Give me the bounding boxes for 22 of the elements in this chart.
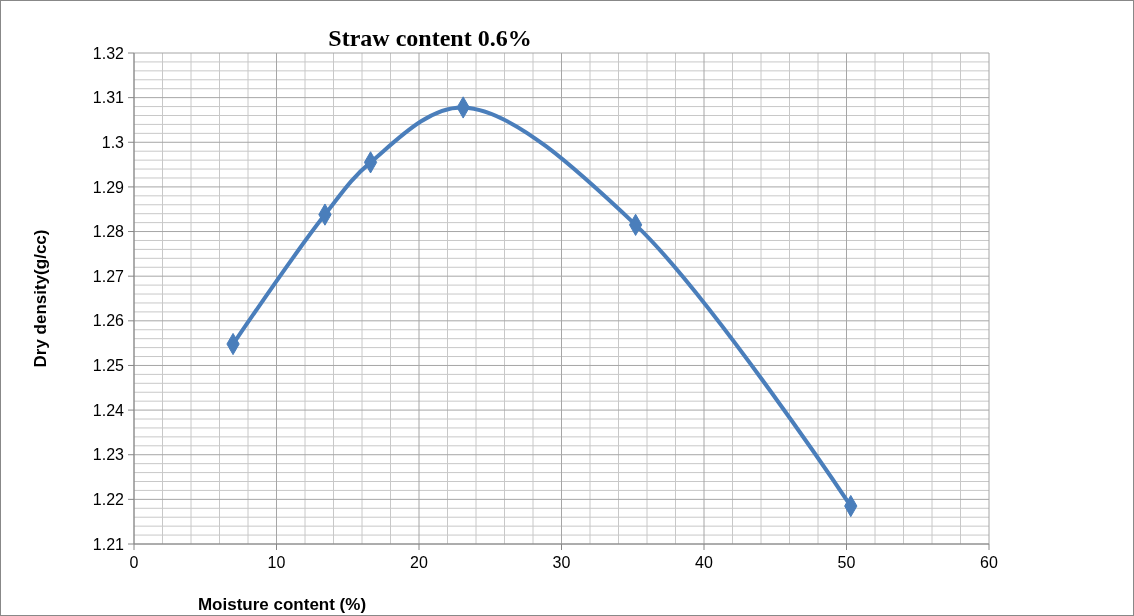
y-tick-label: 1.21 bbox=[92, 535, 125, 553]
x-tick-label: 30 bbox=[552, 554, 571, 571]
x-axis-title: Moisture content (%) bbox=[197, 595, 367, 614]
y-tick-label: 1.24 bbox=[92, 401, 125, 419]
x-tick-label: 50 bbox=[837, 554, 856, 571]
y-tick-label: 1.25 bbox=[92, 357, 125, 375]
y-axis-title: Dry density(g/cc) bbox=[31, 229, 50, 368]
y-tick-label: 1.27 bbox=[92, 267, 125, 285]
chart-title: Straw content 0.6% bbox=[328, 25, 532, 51]
y-tick-label: 1.3 bbox=[101, 133, 125, 151]
x-tick-label: 10 bbox=[267, 554, 286, 571]
y-tick-label: 1.26 bbox=[92, 312, 125, 330]
x-tick-label: 40 bbox=[695, 554, 713, 571]
x-tick-label: 60 bbox=[980, 554, 998, 571]
x-tick-label: 20 bbox=[410, 554, 428, 571]
y-tick-label: 1.23 bbox=[92, 446, 125, 464]
y-tick-label: 1.32 bbox=[92, 44, 125, 62]
y-tick-label: 1.31 bbox=[92, 89, 125, 107]
y-tick-label: 1.22 bbox=[92, 490, 125, 508]
y-tick-label: 1.29 bbox=[92, 178, 125, 196]
x-tick-label: 0 bbox=[129, 554, 139, 571]
y-tick-label: 1.28 bbox=[92, 223, 125, 241]
